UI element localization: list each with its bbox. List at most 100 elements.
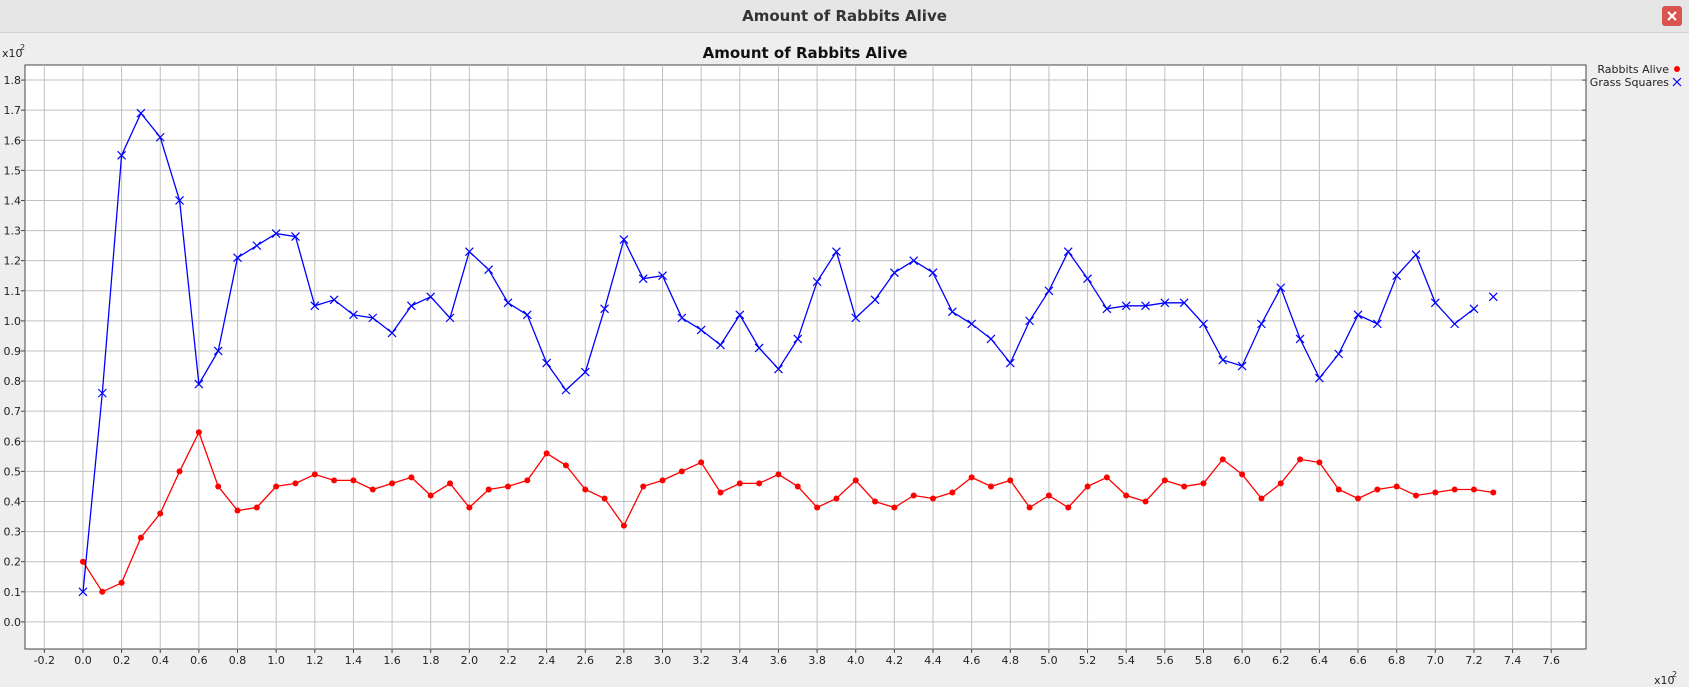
data-point: [485, 486, 492, 493]
x-tick-label: 1.4: [345, 654, 363, 667]
data-point: [369, 486, 376, 493]
data-point: [619, 235, 629, 245]
data-point: [329, 295, 339, 305]
y-tick-label: 0.5: [4, 465, 22, 478]
data-point: [175, 196, 184, 205]
data-point: [735, 310, 745, 320]
x-multiplier: x10 2: [1654, 670, 1677, 687]
data-point: [543, 450, 550, 457]
data-point: [756, 480, 763, 487]
series-layer: [78, 108, 1498, 597]
data-point: [1200, 480, 1207, 487]
x-tick-label: 4.0: [847, 654, 865, 667]
data-point: [466, 504, 473, 511]
data-point: [213, 346, 223, 356]
data-point: [1005, 358, 1015, 368]
data-point: [1007, 477, 1014, 484]
data-point: [271, 229, 281, 239]
data-point: [716, 340, 725, 350]
y-tick-label: 1.7: [4, 104, 22, 117]
data-point: [1490, 489, 1497, 496]
y-tick-label: 1.8: [4, 74, 22, 87]
data-point: [794, 483, 801, 490]
data-point: [1374, 486, 1381, 493]
data-point: [542, 358, 552, 368]
data-point: [1161, 477, 1168, 484]
data-point: [1219, 456, 1226, 463]
data-point: [311, 471, 318, 478]
data-point: [310, 301, 320, 311]
data-point: [1372, 319, 1382, 329]
chart: Amount of Rabbits Alive x10 2 x10 2 -0.2…: [2, 43, 1682, 687]
data-point: [408, 474, 415, 481]
data-point: [1276, 283, 1286, 293]
data-point: [1083, 274, 1092, 284]
data-point: [252, 241, 262, 251]
x-tick-label: 0.2: [113, 654, 131, 667]
data-point: [155, 132, 165, 142]
data-point: [1432, 489, 1439, 496]
x-tick-label: 0.8: [229, 654, 247, 667]
y-tick-label: 1.5: [4, 164, 22, 177]
data-point: [292, 480, 299, 487]
series-grass-squares: [78, 108, 1498, 597]
x-tick-label: 7.2: [1465, 654, 1483, 667]
data-point: [233, 253, 242, 263]
data-point: [658, 271, 667, 281]
data-point: [522, 310, 532, 320]
x-tick-label: 3.6: [770, 654, 788, 667]
x-tick-label: 5.2: [1079, 654, 1097, 667]
x-tick-label: 2.6: [577, 654, 595, 667]
x-tick-label: 1.0: [267, 654, 285, 667]
data-point: [368, 313, 378, 323]
y-tick-label: 0.9: [4, 345, 22, 358]
data-point: [524, 477, 531, 484]
x-multiplier-exponent: 2: [1672, 670, 1677, 679]
data-point: [1123, 492, 1130, 499]
x-tick-label: 2.4: [538, 654, 556, 667]
x-tick-label: 5.4: [1117, 654, 1135, 667]
x-tick-label: 3.2: [692, 654, 710, 667]
data-point: [1451, 486, 1458, 493]
y-tick-label: 1.6: [4, 134, 22, 147]
data-point: [1450, 319, 1460, 329]
x-tick-label: 7.6: [1542, 654, 1560, 667]
data-point: [1314, 373, 1324, 383]
x-multiplier-label: x10: [1654, 674, 1675, 687]
data-point: [1392, 271, 1402, 281]
data-point: [176, 468, 183, 475]
y-tick-label: 0.2: [4, 556, 22, 569]
data-point: [851, 313, 861, 323]
data-point: [1045, 492, 1052, 499]
data-point: [194, 379, 204, 389]
x-tick-label: 1.8: [422, 654, 440, 667]
y-tick-label: 1.2: [4, 255, 22, 268]
data-point: [678, 468, 685, 475]
x-tick-label: 0.4: [151, 654, 169, 667]
x-tick-label: 6.2: [1272, 654, 1290, 667]
data-point: [137, 534, 144, 541]
data-point: [1142, 498, 1149, 505]
x-tick-label: 3.0: [654, 654, 672, 667]
y-tick-label: 0.8: [4, 375, 22, 388]
legend-marker: [1674, 66, 1680, 72]
data-point: [677, 313, 687, 323]
data-point: [1121, 301, 1131, 311]
data-point: [910, 492, 917, 499]
data-point: [1258, 495, 1265, 502]
data-point: [967, 319, 977, 329]
data-point: [1412, 492, 1419, 499]
data-point: [949, 489, 956, 496]
close-button[interactable]: [1662, 6, 1682, 26]
data-point: [157, 510, 164, 517]
x-tick-label: 6.6: [1349, 654, 1367, 667]
data-point: [928, 268, 938, 278]
data-point: [561, 385, 571, 395]
data-point: [814, 504, 821, 511]
data-point: [1218, 355, 1228, 365]
data-point: [1277, 480, 1284, 487]
grid: [25, 65, 1586, 649]
x-tick-label: 0.0: [74, 654, 92, 667]
y-tick-label: 1.4: [4, 194, 22, 207]
data-point: [234, 507, 241, 514]
